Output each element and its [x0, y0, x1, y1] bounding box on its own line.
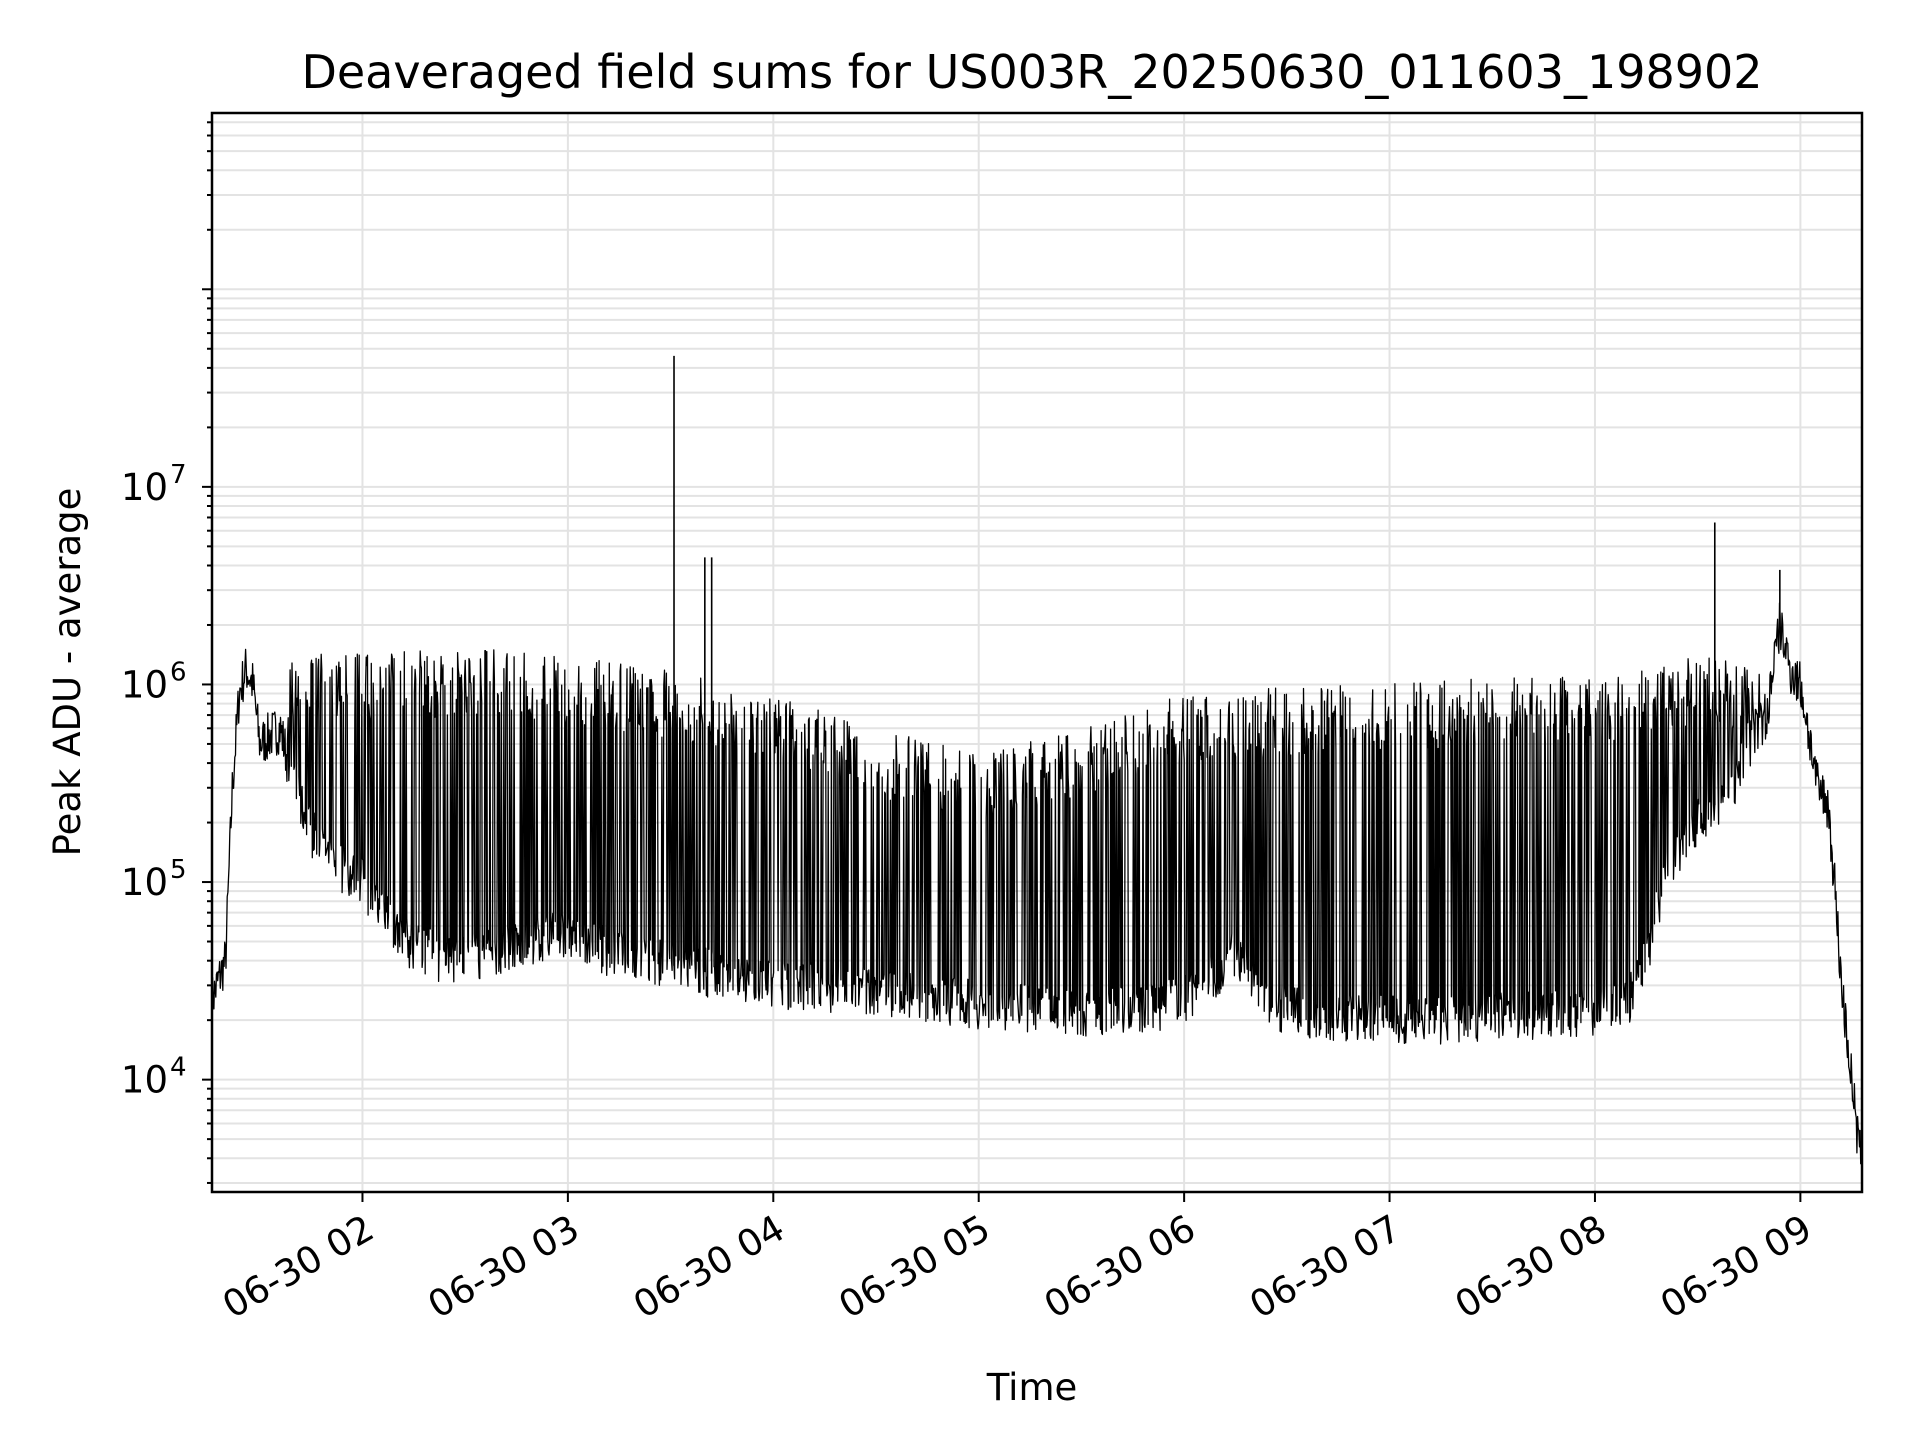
x-tick-label: 06-30 09: [1653, 1207, 1819, 1327]
plot-frame: [210, 111, 1864, 1194]
x-tick-label: 06-30 02: [215, 1207, 381, 1327]
y-tick-exponent: 5: [170, 855, 187, 885]
y-tick-exponent: 6: [170, 657, 187, 687]
y-tick-label: 10: [121, 466, 168, 509]
x-tick-label: 06-30 06: [1037, 1207, 1203, 1327]
series-line: [211, 602, 1863, 1165]
y-axis-label: Peak ADU - average: [46, 488, 89, 857]
y-tick-label: 10: [121, 663, 168, 706]
grid: [212, 113, 1862, 1192]
x-tick-label: 06-30 07: [1242, 1207, 1408, 1327]
x-tick-label: 06-30 03: [421, 1207, 587, 1327]
y-tick-exponent: 4: [170, 1053, 187, 1083]
x-axis-label: Time: [986, 1366, 1078, 1409]
y-tick-label: 10: [121, 861, 168, 904]
chart-title: Deaveraged field sums for US003R_2025063…: [301, 45, 1762, 99]
x-tick-label: 06-30 05: [832, 1207, 998, 1327]
x-tick-label: 06-30 08: [1448, 1207, 1614, 1327]
y-tick-exponent: 7: [170, 460, 187, 490]
x-tick-label: 06-30 04: [626, 1207, 792, 1327]
y-tick-label: 10: [121, 1059, 168, 1102]
series-layer: [211, 355, 1863, 1165]
